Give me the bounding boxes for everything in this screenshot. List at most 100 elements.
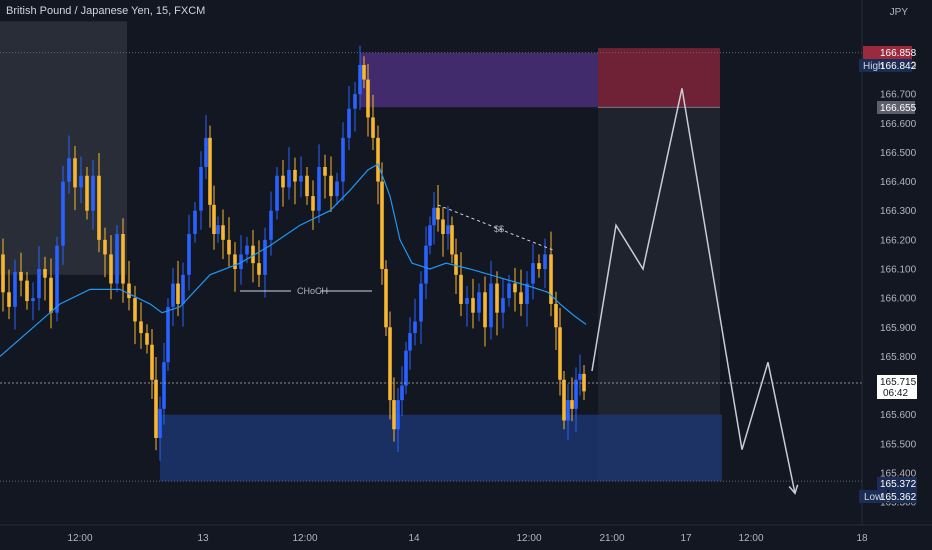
candle-body <box>495 283 499 313</box>
choch-label: CHoCH <box>297 286 328 296</box>
candle-body <box>187 234 191 275</box>
time-tick-label: 17 <box>680 533 692 544</box>
high-price-tag: High <box>859 59 887 72</box>
zone-stop <box>598 48 720 108</box>
candle-body <box>7 292 11 307</box>
candle-body <box>400 385 404 401</box>
candle-body <box>109 254 113 284</box>
candle-body <box>287 169 291 188</box>
time-tick-label: 18 <box>856 533 868 544</box>
zone-supply <box>360 52 598 108</box>
candle-body <box>501 298 505 313</box>
candle-body <box>305 175 309 197</box>
time-axis[interactable] <box>0 525 932 550</box>
candle-body <box>227 239 231 255</box>
candle-body <box>37 268 41 299</box>
price-tick-label: 166.100 <box>880 264 917 275</box>
price-tick-label: 166.200 <box>880 235 917 246</box>
candle-body <box>139 321 143 334</box>
svg-text:166.858: 166.858 <box>880 48 917 59</box>
candle-body <box>73 158 77 188</box>
candle-body <box>49 277 53 313</box>
candle-body <box>446 225 450 235</box>
time-tick-label: 12:00 <box>738 533 763 544</box>
liquidity-label: $$ <box>494 224 504 234</box>
candle-body <box>257 263 261 275</box>
time-ticks: 12:00 13 12:00 14 12:00 21:00 17 12:00 18 <box>67 533 868 544</box>
candle-body <box>103 239 107 255</box>
candle-body <box>454 254 458 275</box>
current-price-tag: 165.715 06:42 <box>877 375 917 399</box>
time-tick-label: 12:00 <box>67 533 92 544</box>
candle-body <box>311 196 315 211</box>
candle-body <box>299 175 303 182</box>
time-tick-label: 12:00 <box>292 533 317 544</box>
candle-body <box>199 166 203 211</box>
price-tick-label: 166.000 <box>880 294 917 305</box>
candle-body <box>55 245 59 313</box>
candle-body <box>408 333 412 351</box>
ema-layer <box>0 163 587 357</box>
low-value-tag: 165.362 <box>880 490 917 503</box>
candle-body <box>239 254 243 269</box>
high-value-text: 166.842 <box>880 59 917 72</box>
zone-demand <box>160 414 722 482</box>
svg-text:166.842: 166.842 <box>880 61 917 72</box>
candle-body <box>519 292 523 304</box>
candle-body <box>432 207 436 226</box>
candle-body <box>85 175 89 211</box>
candle-body <box>79 175 83 188</box>
candle-body <box>465 298 469 304</box>
candle-body <box>171 283 175 307</box>
price-axis[interactable] <box>862 0 932 525</box>
price-tick-label: 165.800 <box>880 352 917 363</box>
candle-body <box>61 181 65 246</box>
candle-body <box>513 283 517 293</box>
candle-body <box>477 292 481 313</box>
candle-body <box>562 379 566 421</box>
candle-body <box>293 169 297 182</box>
candle-body <box>181 274 185 304</box>
candle-body <box>193 210 197 235</box>
candle-body <box>221 225 225 240</box>
candle-body <box>269 210 273 240</box>
candle-body <box>450 225 454 255</box>
candle-body <box>127 283 131 299</box>
projection-arrowhead <box>788 484 799 495</box>
candle-body <box>424 245 428 284</box>
currency-label: JPY <box>889 7 908 18</box>
candle-body <box>376 137 380 182</box>
candle-body <box>166 306 170 363</box>
time-tick-label: 13 <box>197 533 209 544</box>
price-tick-label: 165.900 <box>880 323 917 334</box>
candle-body <box>91 175 95 211</box>
candle-body <box>566 400 570 421</box>
price-tick-label: 166.400 <box>880 177 917 188</box>
projection-path <box>591 88 796 494</box>
candle-body <box>67 158 71 182</box>
candles-layer <box>1 45 586 461</box>
candle-body <box>554 303 558 328</box>
svg-text:165.362: 165.362 <box>880 492 917 503</box>
symbol-title[interactable]: British Pound / Japanese Yen, 15, FXCM <box>6 5 206 17</box>
candle-body <box>323 166 327 176</box>
ema-line <box>0 163 587 357</box>
candle-body <box>281 175 285 188</box>
candle-body <box>574 379 578 409</box>
candle-body <box>162 362 166 409</box>
candle-body <box>233 254 237 269</box>
candle-body <box>263 239 267 275</box>
candle-body <box>43 268 47 278</box>
price-tick-label: 165.400 <box>880 468 917 479</box>
candle-body <box>97 175 101 240</box>
candle-body <box>371 117 375 138</box>
annotations-layer: CHoCH $$ <box>240 204 554 296</box>
candle-body <box>489 283 493 328</box>
candle-body <box>154 379 158 438</box>
candle-body <box>582 373 586 392</box>
candle-body <box>176 283 180 304</box>
time-tick-label: 14 <box>408 533 420 544</box>
price-tick-label: 165.600 <box>880 410 917 421</box>
svg-text:165.715: 165.715 <box>880 377 917 388</box>
